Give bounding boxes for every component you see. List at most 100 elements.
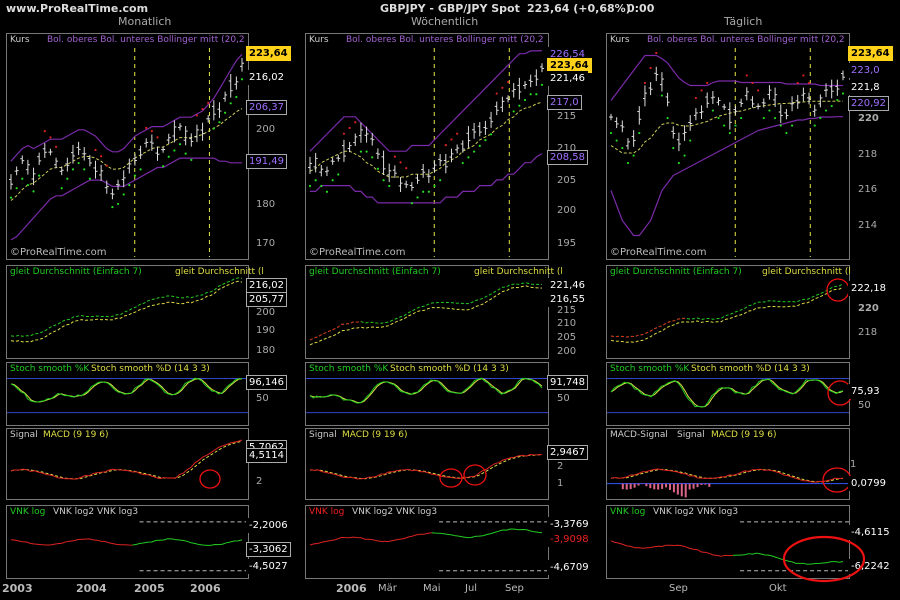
daily-price-panel[interactable]: Kurs Bol. oberes Bol. unteres Bollinger … xyxy=(606,33,850,260)
weekly-ma-panel[interactable]: gleit Durchschnitt (Einfach 7) gleit Dur… xyxy=(305,265,563,359)
sar-dot xyxy=(122,193,125,196)
sar-dot xyxy=(660,94,664,97)
daily-macd-panel[interactable]: MACD-Signal Signal MACD (9 19 6) xyxy=(606,428,852,500)
weekly-macd-tag: 2,9467 xyxy=(547,445,588,460)
weekly-price-tick: 205 xyxy=(557,175,577,186)
sar-dot xyxy=(779,124,782,127)
monthly-macd-tag: 4,5114 xyxy=(246,448,287,463)
monthly-macd-chart xyxy=(10,439,243,489)
sar-dot xyxy=(162,165,165,168)
weekly-price-tag: 217,0 xyxy=(547,95,582,110)
weekly-macd-panel[interactable]: Signal MACD (9 19 6) xyxy=(305,428,549,500)
daily-vnk-panel[interactable]: VNK log VNK log2 VNK log3 xyxy=(606,505,850,579)
sar-dot xyxy=(830,104,833,108)
macd-histogram-bar xyxy=(625,483,628,490)
sar-dot xyxy=(145,126,148,130)
sar-dot xyxy=(77,161,80,165)
sar-dot xyxy=(489,133,493,136)
stoch-k-line xyxy=(309,377,543,404)
macd-histogram-bar xyxy=(657,483,660,490)
sar-dot xyxy=(677,161,681,165)
monthly-macd-panel[interactable]: Signal MACD (9 19 6) xyxy=(6,428,249,500)
daily-stoch-panel[interactable]: Stoch smooth %K Stoch smooth %D (14 3 3) xyxy=(606,362,853,426)
macd-histogram-bar xyxy=(696,483,699,488)
weekly-x-label: 2006 xyxy=(336,582,367,595)
sar-dot xyxy=(320,184,323,188)
sar-dot xyxy=(467,156,470,159)
site-url[interactable]: www.ProRealTime.com xyxy=(6,2,149,15)
daily-macd-circle xyxy=(822,467,852,493)
monthly-watermark: ©ProRealTime.com xyxy=(10,247,107,258)
monthly-x-label: 2003 xyxy=(2,582,33,595)
sar-dot xyxy=(643,81,647,85)
monthly-price-panel[interactable]: Kurs Bol. oberes Bol. unteres Bollinger … xyxy=(6,33,249,260)
sar-dot xyxy=(472,150,476,153)
sar-dot xyxy=(439,179,442,182)
macd-histogram-bar xyxy=(633,483,636,488)
sar-dot xyxy=(694,96,697,100)
sar-dot xyxy=(54,145,58,148)
sar-dot xyxy=(529,93,532,96)
monthly-bollinger-legend: Bol. oberes Bol. unteres Bollinger mitt … xyxy=(47,35,245,45)
monthly-vnk-panel[interactable]: VNK log VNK log2 VNK log3 xyxy=(6,505,249,579)
weekly-watermark: ©ProRealTime.com xyxy=(309,247,406,258)
macd-histogram-bar xyxy=(621,483,624,490)
weekly-vnk-panel[interactable]: VNK log VNK log2 VNK log3 xyxy=(305,505,549,579)
monthly-stoch-panel[interactable]: Stoch smooth %K Stoch smooth %D (14 3 3) xyxy=(6,362,249,426)
weekly-stoch-d-legend: Stoch smooth %D (14 3 3) xyxy=(390,364,509,374)
sar-dot xyxy=(184,152,187,155)
sar-dot xyxy=(495,92,498,95)
sar-dot xyxy=(365,150,368,153)
weekly-ma-tick: 200 xyxy=(557,346,577,357)
monthly-ma-panel[interactable]: gleit Durchschnitt (Einfach 7) gleit Dur… xyxy=(6,265,264,359)
stoch-k-line xyxy=(10,377,242,403)
weekly-ma2-legend: gleit Durchschnitt (l xyxy=(474,267,563,277)
monthly-price-chart xyxy=(9,48,244,257)
sar-dot xyxy=(717,116,720,120)
ma-fast-line xyxy=(610,283,844,338)
sar-dot xyxy=(111,205,114,209)
daily-price-tag: 223,64 xyxy=(848,46,893,61)
sar-dot xyxy=(388,184,391,188)
sar-dot xyxy=(21,177,24,180)
sar-dot xyxy=(523,98,527,102)
monthly-x-label: 2005 xyxy=(134,582,165,595)
vnk-green-line xyxy=(132,538,243,546)
stoch-d-line xyxy=(10,378,243,403)
sar-dot xyxy=(785,131,788,135)
macd-histogram-bar xyxy=(637,483,640,486)
macd-signal-line xyxy=(610,468,844,483)
sar-dot xyxy=(723,124,726,127)
sar-dot xyxy=(100,155,103,158)
vnk-green-line xyxy=(732,552,844,565)
daily-watermark: ©ProRealTime.com xyxy=(610,247,707,258)
sar-dot xyxy=(348,126,351,130)
sar-dot xyxy=(382,179,385,182)
daily-macd-tag: 0,0799 xyxy=(848,476,889,491)
macd-line xyxy=(309,453,543,480)
weekly-ma-legend: gleit Durchschnitt (Einfach 7) xyxy=(309,267,441,277)
daily-price-tag: 221,8 xyxy=(848,80,883,95)
weekly-stoch-tick: 50 xyxy=(557,393,570,404)
macd-histogram-bar xyxy=(653,483,656,490)
sar-dot xyxy=(734,124,737,127)
sar-dot xyxy=(728,131,731,135)
daily-price-legend: Kurs xyxy=(610,35,630,45)
daily-stoch-k-legend: Stoch smooth %K xyxy=(610,364,690,374)
ma-slow-line xyxy=(10,280,243,343)
daily-macd-tick: 1 xyxy=(850,459,857,470)
weekly-ma-chart xyxy=(309,282,543,346)
daily-ma-chart xyxy=(610,278,850,343)
monthly-vnk-legend: VNK log xyxy=(10,507,46,517)
weekly-price-tick: 215 xyxy=(557,111,577,122)
sar-dot xyxy=(621,146,624,150)
weekly-price-panel[interactable]: Kurs Bol. oberes Bol. unteres Bollinger … xyxy=(305,33,549,260)
daily-macd-signal-legend: MACD-Signal xyxy=(610,430,668,440)
sar-dot xyxy=(484,139,487,142)
sar-dot xyxy=(116,202,120,206)
monthly-price-tag: 191,49 xyxy=(246,154,287,169)
weekly-stoch-panel[interactable]: Stoch smooth %K Stoch smooth %D (14 3 3) xyxy=(305,362,549,426)
sar-dot xyxy=(337,173,340,176)
sar-dot xyxy=(71,168,75,171)
daily-ma-panel[interactable]: gleit Durchschnitt (Einfach 7) gleit Dur… xyxy=(606,265,851,359)
